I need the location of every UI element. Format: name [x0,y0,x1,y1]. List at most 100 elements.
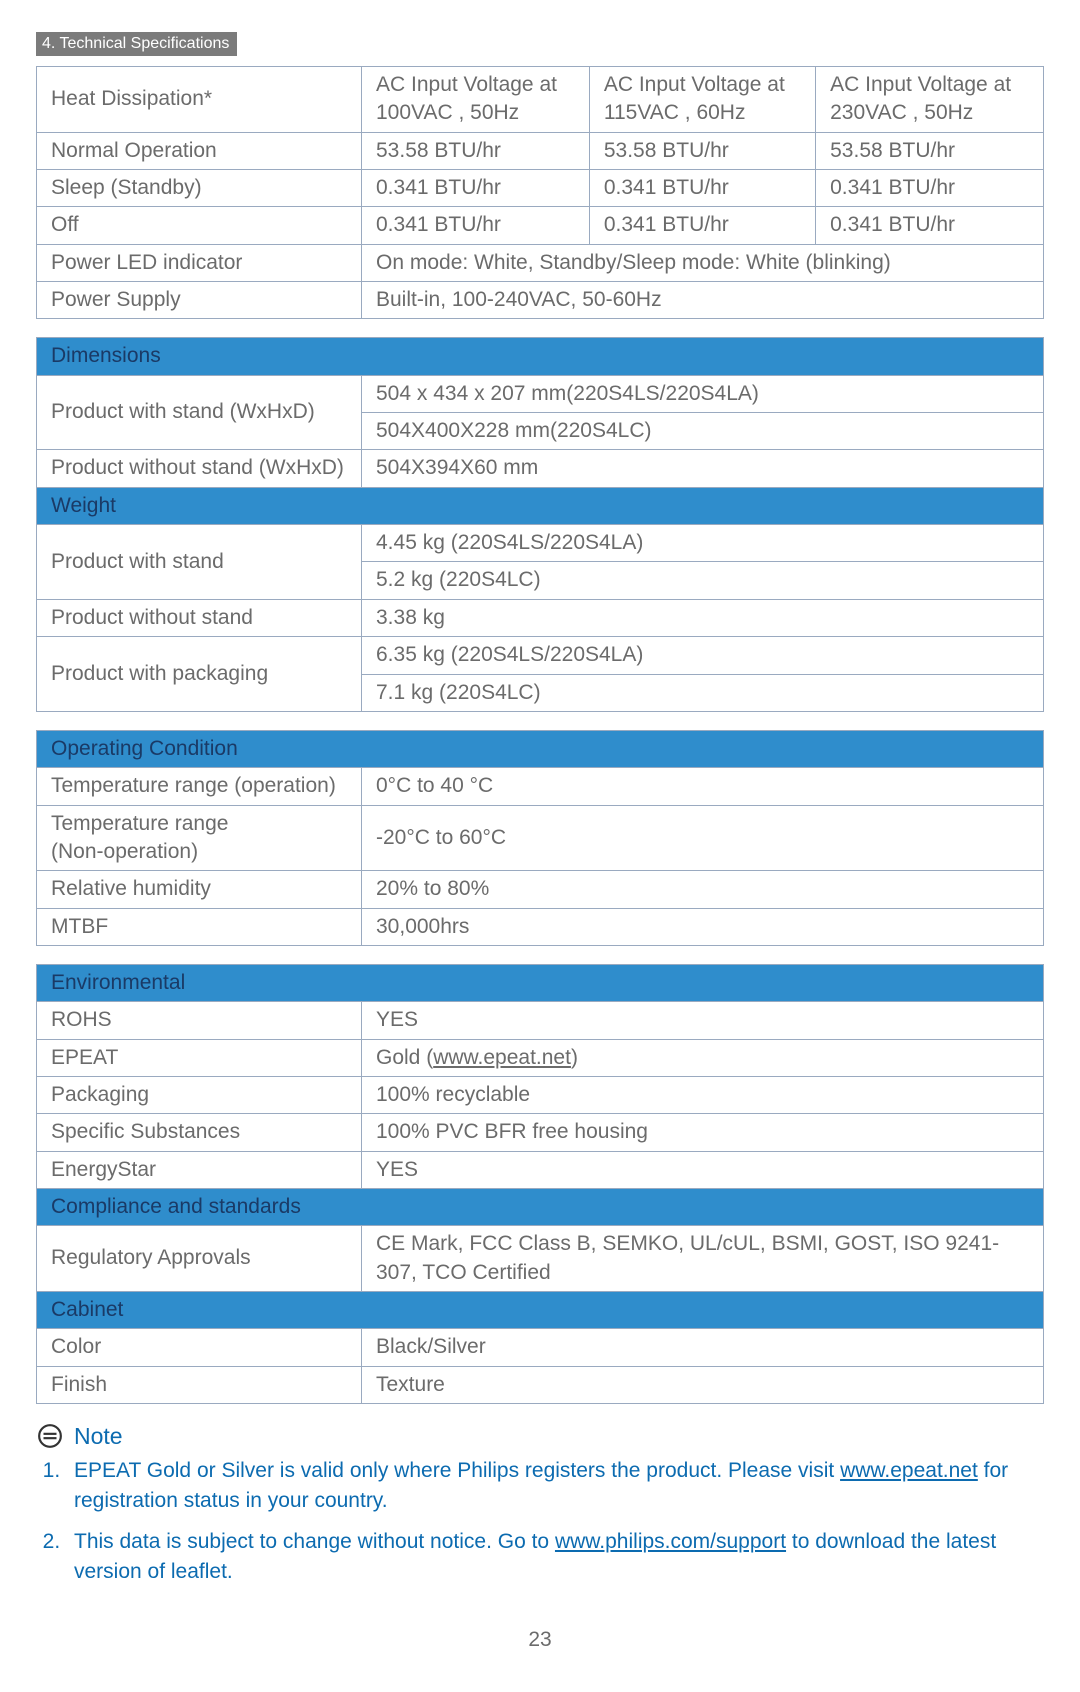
cell: AC Input Voltage at 230VAC , 50Hz [816,67,1044,133]
header-cell: Environmental [37,964,1044,1001]
text: This data is subject to change without n… [74,1530,555,1553]
header-cell: Operating Condition [37,730,1044,767]
cell: 0.341 BTU/hr [816,170,1044,207]
epeat-link[interactable]: www.epeat.net [840,1459,978,1482]
table-row: Product with stand 4.45 kg (220S4LS/220S… [37,525,1044,562]
table-row: ColorBlack/Silver [37,1329,1044,1366]
row-label: MTBF [37,908,362,945]
cell: -20°C to 60°C [362,805,1044,871]
section-header: Cabinet [37,1292,1044,1329]
cell: YES [362,1151,1044,1188]
table-row: ROHSYES [37,1002,1044,1039]
table-row: Sleep (Standby) 0.341 BTU/hr 0.341 BTU/h… [37,170,1044,207]
section-header: Dimensions [37,338,1044,375]
table-row: Power LED indicator On mode: White, Stan… [37,244,1044,281]
note-list: EPEAT Gold or Silver is valid only where… [36,1456,1044,1588]
row-label: Power Supply [37,282,362,319]
row-label: Packaging [37,1076,362,1113]
table-row: Power Supply Built-in, 100-240VAC, 50-60… [37,282,1044,319]
table-row: Product without stand (WxHxD) 504X394X60… [37,450,1044,487]
table-row: EPEAT Gold (www.epeat.net) [37,1039,1044,1076]
row-label: Product with packaging [37,637,362,712]
cell: 504X394X60 mm [362,450,1044,487]
section-header: Compliance and standards [37,1188,1044,1225]
cell: 100% PVC BFR free housing [362,1114,1044,1151]
cell: 0.341 BTU/hr [362,170,590,207]
cell: 0.341 BTU/hr [816,207,1044,244]
section-tab: 4. Technical Specifications [36,32,237,56]
cell: 20% to 80% [362,871,1044,908]
cell: CE Mark, FCC Class B, SEMKO, UL/cUL, BSM… [362,1226,1044,1292]
table-row: Regulatory ApprovalsCE Mark, FCC Class B… [37,1226,1044,1292]
operating-table: Operating Condition Temperature range (o… [36,730,1044,946]
cell: 6.35 kg (220S4LS/220S4LA) [362,637,1044,674]
row-label: ROHS [37,1002,362,1039]
text: Gold ( [376,1046,433,1069]
cell: 7.1 kg (220S4LC) [362,674,1044,711]
table-row: Relative humidity20% to 80% [37,871,1044,908]
row-label: Heat Dissipation* [37,67,362,133]
cell: YES [362,1002,1044,1039]
row-label: Product with stand (WxHxD) [37,375,362,450]
cell: On mode: White, Standby/Sleep mode: Whit… [362,244,1044,281]
row-label: Product without stand [37,599,362,636]
support-link[interactable]: www.philips.com/support [555,1530,786,1553]
table-row: FinishTexture [37,1366,1044,1403]
row-label: Color [37,1329,362,1366]
cell: 504 x 434 x 207 mm(220S4LS/220S4LA) [362,375,1044,412]
row-label: Product without stand (WxHxD) [37,450,362,487]
cell: 0.341 BTU/hr [589,207,815,244]
table-row: Packaging100% recyclable [37,1076,1044,1113]
cell: 53.58 BTU/hr [816,132,1044,169]
cell: 5.2 kg (220S4LC) [362,562,1044,599]
cell: 504X400X228 mm(220S4LC) [362,413,1044,450]
row-label: EPEAT [37,1039,362,1076]
header-cell: Cabinet [37,1292,1044,1329]
cell: 0.341 BTU/hr [589,170,815,207]
section-header: Environmental [37,964,1044,1001]
note-block: Note EPEAT Gold or Silver is valid only … [36,1422,1044,1588]
cell: 0.341 BTU/hr [362,207,590,244]
cell: AC Input Voltage at 115VAC , 60Hz [589,67,815,133]
cell: Gold (www.epeat.net) [362,1039,1044,1076]
row-label: Power LED indicator [37,244,362,281]
row-label: Relative humidity [37,871,362,908]
dimensions-table: Dimensions Product with stand (WxHxD) 50… [36,337,1044,711]
section-header: Operating Condition [37,730,1044,767]
row-label: Sleep (Standby) [37,170,362,207]
cell: 53.58 BTU/hr [362,132,590,169]
table-row: Temperature range (Non-operation)-20°C t… [37,805,1044,871]
text: ) [571,1046,578,1069]
table-row: Heat Dissipation* AC Input Voltage at 10… [37,67,1044,133]
cell: 53.58 BTU/hr [589,132,815,169]
header-cell: Compliance and standards [37,1188,1044,1225]
row-label: Temperature range (Non-operation) [37,805,362,871]
note-item: EPEAT Gold or Silver is valid only where… [66,1456,1044,1517]
note-icon [36,1422,64,1450]
environmental-table: Environmental ROHSYES EPEAT Gold (www.ep… [36,964,1044,1404]
row-label: Product with stand [37,525,362,600]
power-table: Heat Dissipation* AC Input Voltage at 10… [36,66,1044,319]
cell: Black/Silver [362,1329,1044,1366]
table-row: Product with stand (WxHxD) 504 x 434 x 2… [37,375,1044,412]
table-row: Specific Substances100% PVC BFR free hou… [37,1114,1044,1151]
row-label: Temperature range (operation) [37,768,362,805]
table-row: Product without stand 3.38 kg [37,599,1044,636]
page-number: 23 [36,1628,1044,1652]
cell: 100% recyclable [362,1076,1044,1113]
table-row: Temperature range (operation)0°C to 40 °… [37,768,1044,805]
cell: 30,000hrs [362,908,1044,945]
epeat-link[interactable]: www.epeat.net [433,1046,571,1069]
row-label: Off [37,207,362,244]
note-item: This data is subject to change without n… [66,1527,1044,1588]
header-cell: Weight [37,487,1044,524]
section-header: Weight [37,487,1044,524]
note-heading: Note [36,1422,1044,1450]
table-row: MTBF30,000hrs [37,908,1044,945]
cell: Texture [362,1366,1044,1403]
row-label: Specific Substances [37,1114,362,1151]
row-label: Regulatory Approvals [37,1226,362,1292]
header-cell: Dimensions [37,338,1044,375]
note-title: Note [74,1423,123,1450]
table-row: Normal Operation 53.58 BTU/hr 53.58 BTU/… [37,132,1044,169]
